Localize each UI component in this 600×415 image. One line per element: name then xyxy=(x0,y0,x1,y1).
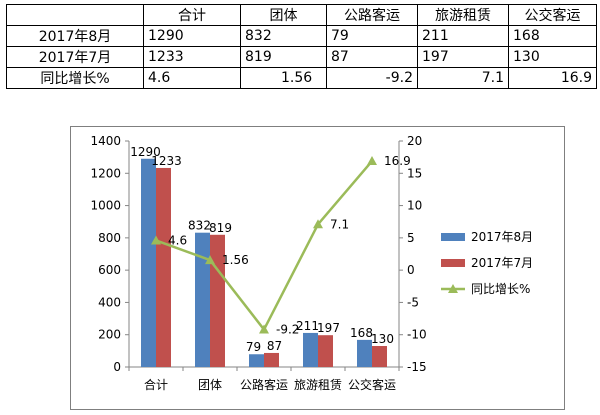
table-cell: -9.2 xyxy=(326,67,418,89)
legend-label: 2017年8月 xyxy=(471,230,533,244)
growth-marker xyxy=(151,235,161,245)
x-tick-label: 公交客运 xyxy=(348,377,396,392)
data-label: 211 xyxy=(296,319,319,333)
left-tick-label: 800 xyxy=(98,231,121,245)
x-tick-label: 公路客运 xyxy=(240,377,288,392)
table-cell: 819 xyxy=(240,46,327,68)
x-tick-label: 旅游租赁 xyxy=(294,378,342,392)
left-tick-label: 1400 xyxy=(90,134,121,148)
right-tick-label: 15 xyxy=(407,166,422,180)
left-tick-label: 1000 xyxy=(90,199,121,213)
table-row: 同比增长% 4.6 1.56 -9.2 7.1 16.9 xyxy=(6,67,597,89)
data-label: 79 xyxy=(246,340,261,354)
row-label: 同比增长% xyxy=(6,67,144,89)
bar-aug xyxy=(303,332,318,367)
table-header-cell: 旅游租赁 xyxy=(417,4,509,26)
data-label: 87 xyxy=(267,339,282,353)
table-header-cell: 公路客运 xyxy=(326,4,418,26)
table-cell: 168 xyxy=(508,25,597,47)
table-cell: 130 xyxy=(508,46,597,68)
bar-jul xyxy=(318,335,333,367)
data-label: -9.2 xyxy=(276,323,299,337)
table-header-cell xyxy=(6,4,144,26)
table-cell: 1.56 xyxy=(240,67,327,89)
data-label: 197 xyxy=(317,321,340,335)
bar-aug xyxy=(195,232,210,367)
data-label: 168 xyxy=(350,326,373,340)
left-tick-label: 600 xyxy=(98,263,121,277)
bar-jul xyxy=(210,234,225,367)
combo-chart: 0 200 400 600 800 1000 1200 1400 -15 -10 -5 0 5 10 15 2… xyxy=(90,134,533,392)
left-tick-label: 400 xyxy=(98,295,121,309)
bar-aug xyxy=(357,339,372,367)
table-header-cell: 团体 xyxy=(240,4,327,26)
legend-label: 同比增长% xyxy=(471,282,530,296)
right-tick-label: -10 xyxy=(407,328,427,342)
data-label: 819 xyxy=(209,221,232,235)
table-cell: 87 xyxy=(326,46,418,68)
row-label: 2017年8月 xyxy=(6,25,144,47)
right-tick-label: 20 xyxy=(407,134,422,148)
table-header-cell: 公交客运 xyxy=(508,4,597,26)
table-cell: 832 xyxy=(240,25,327,47)
right-tick-label: 10 xyxy=(407,199,422,213)
growth-marker xyxy=(205,255,215,265)
data-table: 合计 团体 公路客运 旅游租赁 公交客运 2017年8月 1290 832 79… xyxy=(6,4,597,89)
table-header-row: 合计 团体 公路客运 旅游租赁 公交客运 xyxy=(6,4,597,26)
bar-aug xyxy=(141,158,156,367)
left-tick-label: 1200 xyxy=(90,166,121,180)
x-tick-label: 团体 xyxy=(198,378,222,392)
table-cell: 211 xyxy=(417,25,509,47)
table-cell: 7.1 xyxy=(417,67,509,89)
right-tick-label: -15 xyxy=(407,360,427,374)
table-cell: 1290 xyxy=(143,25,241,47)
bar-jul xyxy=(156,167,171,367)
left-tick-label: 200 xyxy=(98,328,121,342)
data-label: 16.9 xyxy=(384,154,411,168)
bar-jul xyxy=(264,352,279,367)
table-cell: 197 xyxy=(417,46,509,68)
data-label: 4.6 xyxy=(168,233,187,247)
legend-swatch xyxy=(441,259,465,267)
table-cell: 16.9 xyxy=(508,67,597,89)
table-header-cell: 合计 xyxy=(143,4,241,26)
right-tick-label: 5 xyxy=(407,231,415,245)
row-label: 2017年7月 xyxy=(6,46,144,68)
left-tick-label: 0 xyxy=(113,360,121,374)
table-cell: 79 xyxy=(326,25,418,47)
table-row: 2017年8月 1290 832 79 211 168 xyxy=(6,25,597,47)
data-label: 1233 xyxy=(151,154,182,168)
data-label: 832 xyxy=(188,219,211,233)
growth-marker xyxy=(259,324,269,334)
bar-jul xyxy=(372,346,387,367)
growth-line xyxy=(155,160,373,332)
x-tick-label: 合计 xyxy=(144,377,168,392)
right-tick-label: -5 xyxy=(407,295,419,309)
legend-label: 2017年7月 xyxy=(471,256,533,270)
data-label: 1290 xyxy=(130,145,161,159)
data-label: 7.1 xyxy=(330,217,349,231)
legend-swatch xyxy=(441,233,465,241)
legend-marker xyxy=(448,284,458,293)
bar-aug xyxy=(249,354,264,367)
table-cell: 4.6 xyxy=(143,67,241,89)
table-row: 2017年7月 1233 819 87 197 130 xyxy=(6,46,597,68)
data-label: 1.56 xyxy=(222,253,249,267)
growth-marker xyxy=(367,156,377,166)
table-cell: 1233 xyxy=(143,46,241,68)
right-tick-label: 0 xyxy=(407,263,415,277)
growth-marker xyxy=(313,219,323,229)
data-label: 130 xyxy=(371,332,394,346)
chart-frame: 0 200 400 600 800 1000 1200 1400 -15 -10 -5 0 5 10 15 2… xyxy=(70,126,565,410)
